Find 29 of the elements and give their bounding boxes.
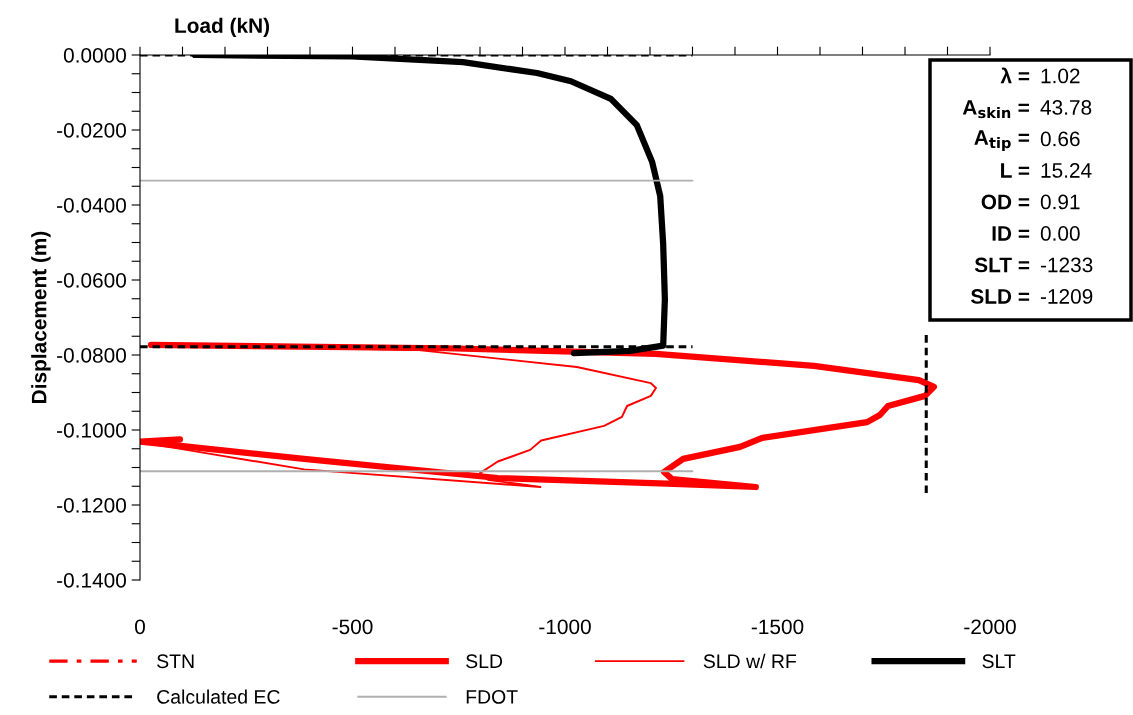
text: ID = 0.00 — [992, 226, 1080, 241]
x-tick-label: -2000 — [964, 619, 1016, 635]
legend-label: Calculated EC — [157, 689, 280, 704]
annotation: SLD = -1209 — [970, 289, 1093, 304]
y-tick-label: -0.1000 — [57, 423, 126, 438]
x-tick-label: -500 — [332, 619, 373, 635]
x-tick-label: 0 — [135, 619, 145, 635]
y-tick-label: -0.1200 — [57, 498, 126, 513]
y-tick-label: -0.0600 — [57, 273, 126, 288]
y-tick-label: 0.0000 — [63, 48, 126, 63]
x-axis-title: Load (kN) — [175, 17, 270, 38]
annotation: A$_{skin}$ = 43.78 — [962, 100, 1092, 119]
legend-label: SLD w/ RF — [703, 653, 797, 669]
y-axis-title: Displacement (m) — [31, 231, 51, 403]
annotation: OD = 0.91 — [981, 194, 1080, 210]
y-tick-label: -0.0400 — [57, 198, 126, 213]
legend-label: SLD — [466, 654, 503, 669]
y-tick-label: -0.1400 — [57, 573, 126, 588]
x-tick-label: -1500 — [751, 619, 804, 635]
x-tick-label: -1000 — [539, 619, 591, 635]
annotation: SLT = -1233 — [974, 257, 1093, 273]
y-tick-label: -0.0800 — [57, 348, 126, 363]
legend-label: FDOT — [466, 689, 518, 704]
text: λ = 1.02 — [1000, 67, 1080, 84]
legend-label: STN — [157, 654, 194, 669]
legend-label: SLT — [982, 654, 1016, 669]
annotation: A$_{tip}$ = 0.66 — [974, 130, 1080, 152]
y-tick-label: -0.0200 — [57, 123, 126, 138]
text: L = 15.24 — [1001, 163, 1092, 178]
